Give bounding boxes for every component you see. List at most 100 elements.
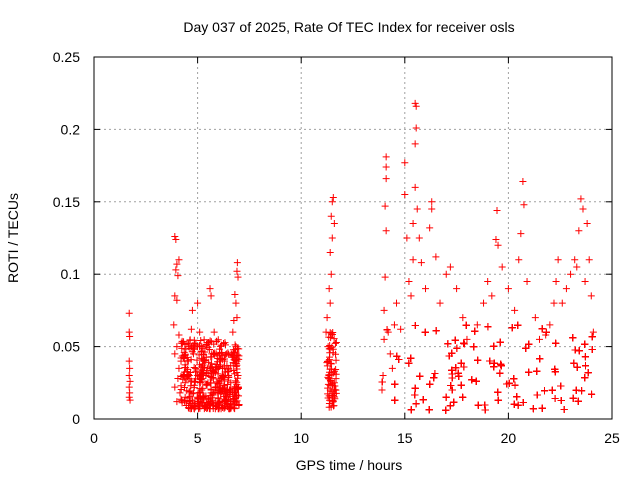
data-point <box>454 369 462 377</box>
data-point <box>382 163 390 171</box>
data-point <box>204 379 212 387</box>
data-point <box>446 263 454 271</box>
data-point <box>177 357 185 365</box>
data-point <box>220 363 228 371</box>
data-point <box>531 314 539 322</box>
data-point <box>405 277 413 285</box>
data-point <box>233 383 241 391</box>
data-point <box>583 220 591 228</box>
data-point <box>535 335 543 343</box>
data-point <box>187 377 195 385</box>
data-point <box>533 367 541 375</box>
data-point <box>519 178 527 186</box>
data-point <box>432 253 440 261</box>
data-point <box>496 338 504 346</box>
x-axis-label: GPS time / hours <box>296 457 403 473</box>
data-point <box>448 349 456 357</box>
data-point <box>474 356 482 364</box>
data-point <box>171 383 179 391</box>
data-point <box>196 401 204 409</box>
data-point <box>588 333 596 341</box>
y-tick-label: 0 <box>72 411 80 427</box>
data-point <box>332 338 340 346</box>
data-point <box>330 402 338 410</box>
data-point <box>195 351 203 359</box>
data-point <box>223 350 231 358</box>
data-point <box>217 341 225 349</box>
data-point <box>223 392 231 400</box>
data-point <box>411 140 419 148</box>
data-point <box>493 206 501 214</box>
data-point <box>457 381 465 389</box>
data-point <box>224 349 232 357</box>
data-point <box>557 382 565 390</box>
data-point <box>581 340 589 348</box>
data-point <box>378 378 386 386</box>
data-point <box>327 330 335 338</box>
data-point <box>541 387 549 395</box>
data-point <box>214 395 222 403</box>
data-point <box>529 405 537 413</box>
data-point <box>581 353 589 361</box>
data-point <box>330 369 338 377</box>
data-point <box>393 299 401 307</box>
data-point <box>172 235 180 243</box>
data-point <box>235 355 243 363</box>
data-point <box>196 375 204 383</box>
data-point <box>210 389 218 397</box>
data-point <box>221 357 229 365</box>
data-point <box>382 227 390 235</box>
data-point <box>330 379 338 387</box>
data-point <box>325 356 333 364</box>
data-point <box>581 277 589 285</box>
data-point <box>212 350 220 358</box>
data-point <box>176 389 184 397</box>
data-point <box>329 398 337 406</box>
data-point <box>431 369 439 377</box>
data-point <box>177 395 185 403</box>
data-point <box>401 191 409 199</box>
data-point <box>178 339 186 347</box>
data-point <box>226 397 234 405</box>
data-point <box>181 393 189 401</box>
data-point <box>525 340 533 348</box>
data-point <box>198 343 206 351</box>
x-tick-label: 20 <box>501 430 517 446</box>
data-point <box>217 351 225 359</box>
data-point <box>409 220 417 228</box>
data-point <box>460 339 468 347</box>
data-point <box>492 235 500 243</box>
data-point <box>571 346 579 354</box>
data-point <box>209 397 217 405</box>
data-point <box>187 356 195 364</box>
data-point <box>388 364 396 372</box>
data-point <box>382 153 390 161</box>
data-point <box>126 377 134 385</box>
data-point <box>212 383 220 391</box>
data-point <box>473 321 481 329</box>
data-point <box>177 382 185 390</box>
data-point <box>494 241 502 249</box>
data-point <box>230 367 238 375</box>
x-axis-ticks: 0 5 10 15 20 25 <box>90 57 620 446</box>
data-point <box>497 362 505 370</box>
x-tick-label: 15 <box>397 430 413 446</box>
data-point <box>426 224 434 232</box>
data-point <box>453 344 461 352</box>
data-point <box>235 401 243 409</box>
data-point <box>231 341 239 349</box>
data-point <box>325 372 333 380</box>
data-point <box>187 325 195 333</box>
data-point <box>209 375 217 383</box>
data-point <box>554 256 562 264</box>
data-point <box>186 345 194 353</box>
data-point <box>444 340 452 348</box>
data-point <box>459 393 467 401</box>
data-point <box>412 124 420 132</box>
data-point <box>126 396 134 404</box>
data-point <box>214 401 222 409</box>
data-point <box>490 363 498 371</box>
data-point <box>573 363 581 371</box>
data-point <box>442 270 450 278</box>
data-point <box>395 356 403 364</box>
